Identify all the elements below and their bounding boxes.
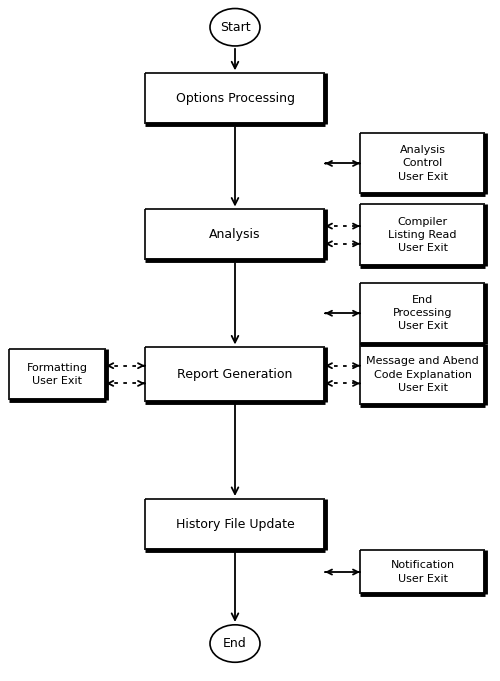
Bar [145,210,325,260]
Text: Formatting
User Exit: Formatting User Exit [27,363,88,386]
Bar [145,347,325,402]
Text: End
Processing
User Exit: End Processing User Exit [393,295,452,332]
Bar [360,283,485,344]
Text: End: End [223,637,247,650]
Text: Notification
User Exit: Notification User Exit [390,560,454,584]
Ellipse shape [210,625,260,662]
Text: Start: Start [220,20,250,34]
Text: Analysis
Control
User Exit: Analysis Control User Exit [398,145,448,182]
Bar [9,349,106,400]
Bar [145,498,325,550]
Text: History File Update: History File Update [176,518,294,531]
Text: Report Generation: Report Generation [178,368,292,381]
Bar [360,550,485,594]
Bar [145,74,325,125]
Text: Options Processing: Options Processing [176,92,294,106]
Bar [360,344,485,405]
Bar [360,204,485,266]
Text: Compiler
Listing Read
User Exit: Compiler Listing Read User Exit [388,217,457,253]
Text: Message and Abend
Code Explanation
User Exit: Message and Abend Code Explanation User … [366,356,479,393]
Text: Analysis: Analysis [209,228,261,242]
Ellipse shape [210,9,260,46]
Bar [360,133,485,194]
